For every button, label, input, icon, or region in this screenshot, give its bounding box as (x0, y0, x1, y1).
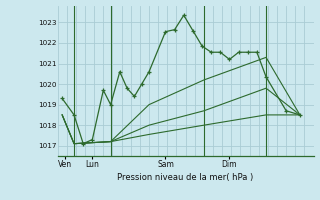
X-axis label: Pression niveau de la mer( hPa ): Pression niveau de la mer( hPa ) (117, 173, 254, 182)
